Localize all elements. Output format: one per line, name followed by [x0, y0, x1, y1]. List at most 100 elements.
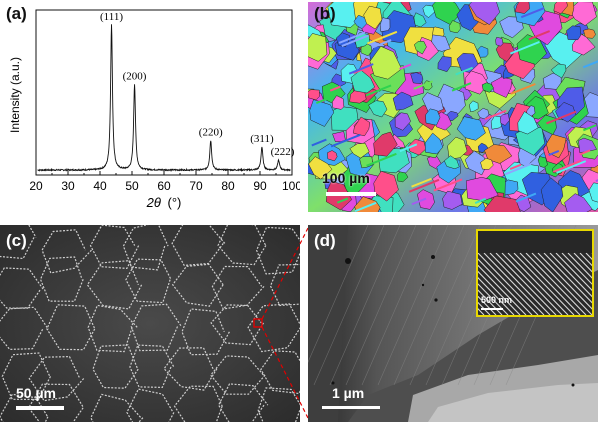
grain-boundary: [209, 355, 266, 395]
xrd-x-tick-label: 60: [157, 179, 171, 193]
ebsd-twin: [413, 80, 434, 90]
ebsd-twin: [399, 63, 412, 70]
grain-boundary: [171, 225, 226, 267]
panel-c-sem: (c) 50 µm: [0, 225, 300, 422]
grain-boundary: [39, 256, 84, 302]
xrd-x-axis-var: 2θ: [146, 195, 161, 210]
xrd-x-tick-label: 50: [125, 179, 139, 193]
ebsd-grain: [537, 114, 557, 135]
grain-boundary: [126, 388, 175, 422]
ebsd-twin: [546, 110, 577, 125]
ebsd-twin: [582, 124, 597, 132]
lamella: [478, 270, 521, 315]
xrd-chart: 20 30 40 50 60 70 80 90 100 (111) (200) (220) (311)…: [8, 9, 302, 210]
xrd-x-tick-label: 40: [93, 179, 107, 193]
xrd-x-tick-label: 30: [61, 179, 75, 193]
panel-b-ebsd-map: (b) 100 µm: [308, 2, 598, 212]
ebsd-twin: [509, 41, 540, 55]
ebsd-grain: [379, 17, 391, 32]
ebsd-twin: [311, 138, 327, 147]
striation: [393, 225, 465, 386]
grain-boundary: [260, 350, 300, 395]
lamella: [478, 289, 503, 315]
lamella: [579, 252, 592, 267]
ebsd-twin: [353, 67, 367, 75]
grain-boundary: [130, 303, 182, 352]
xrd-x-axis-unit: (°): [168, 195, 182, 210]
ebsd-twin: [548, 150, 560, 156]
sem-micrograph-c: [0, 225, 300, 422]
ebsd-grain: [327, 150, 338, 162]
ebsd-grain: [484, 144, 513, 164]
ebsd-grain: [424, 132, 444, 155]
ebsd-grain: [483, 195, 521, 212]
ebsd-grain: [464, 70, 489, 95]
ebsd-grain: [550, 63, 567, 79]
lamella: [495, 252, 557, 315]
lamella: [478, 258, 533, 315]
xrd-x-tick-label: 100: [282, 179, 300, 193]
ebsd-grain: [553, 2, 568, 15]
ebsd-grain: [349, 142, 370, 159]
lamella: [478, 264, 527, 315]
ebsd-twin: [411, 177, 432, 188]
striation: [329, 225, 401, 386]
xrd-y-axis-label: Intensity (a.u.): [8, 57, 22, 133]
ebsd-grain: [373, 131, 398, 157]
ebsd-grain: [583, 28, 596, 39]
grain-boundary: [171, 263, 224, 307]
ebsd-grain: [373, 170, 399, 202]
grain-boundary: [217, 383, 269, 422]
ebsd-grain: [480, 157, 494, 170]
ebsd-twin: [484, 109, 507, 121]
ebsd-grain: [397, 169, 409, 183]
ebsd-grain: [537, 156, 548, 168]
grain-boundary: [257, 387, 300, 422]
ebsd-grain: [447, 136, 468, 160]
zoom-line-bottom: [261, 326, 309, 419]
striation: [409, 225, 481, 386]
grain-boundary: [92, 344, 139, 389]
ebsd-grain: [456, 116, 486, 141]
striation: [361, 225, 433, 386]
ebsd-twin: [520, 7, 545, 19]
grain-boundary: [28, 355, 85, 402]
grain-boundary: [129, 344, 175, 389]
ebsd-twin: [582, 60, 598, 69]
lamella: [513, 252, 575, 315]
ebsd-grain: [500, 113, 510, 126]
ebsd-twin: [510, 83, 536, 95]
ebsd-twin: [552, 159, 582, 173]
panel-b-scale-label: 100 µm: [322, 170, 370, 186]
grain-boundary: [90, 393, 144, 422]
ebsd-twin: [329, 85, 341, 92]
lamella: [478, 277, 515, 315]
ebsd-twin: [509, 163, 522, 170]
inset-scale-bar: [481, 308, 503, 310]
xrd-x-tick-label: 80: [221, 179, 235, 193]
lamella: [555, 252, 592, 291]
panel-d-label: (d): [314, 231, 336, 250]
panel-d-inset: 500 nm: [476, 229, 594, 317]
ebsd-twin: [411, 197, 427, 206]
ebsd-twin: [579, 149, 591, 156]
ebsd-twin: [366, 30, 398, 45]
grain-boundary: [255, 226, 300, 275]
ebsd-grain: [468, 2, 500, 26]
lamella: [501, 252, 563, 315]
panel-a-label: (a): [6, 4, 27, 23]
ebsd-grain: [392, 91, 414, 111]
panel-c-label: (c): [6, 231, 27, 250]
ebsd-twin: [556, 160, 587, 174]
grain-boundary: [211, 265, 265, 310]
ebsd-grain: [456, 52, 479, 73]
ebsd-twin: [366, 152, 397, 167]
ebsd-grain: [353, 116, 371, 137]
grain-boundary: [0, 267, 45, 309]
lamella: [531, 252, 592, 315]
lamella: [573, 252, 592, 273]
ebsd-grain: [410, 72, 424, 84]
ebsd-grain: [308, 156, 333, 180]
ebsd-grain: [368, 100, 388, 118]
xrd-peak-label: (222): [271, 146, 295, 158]
